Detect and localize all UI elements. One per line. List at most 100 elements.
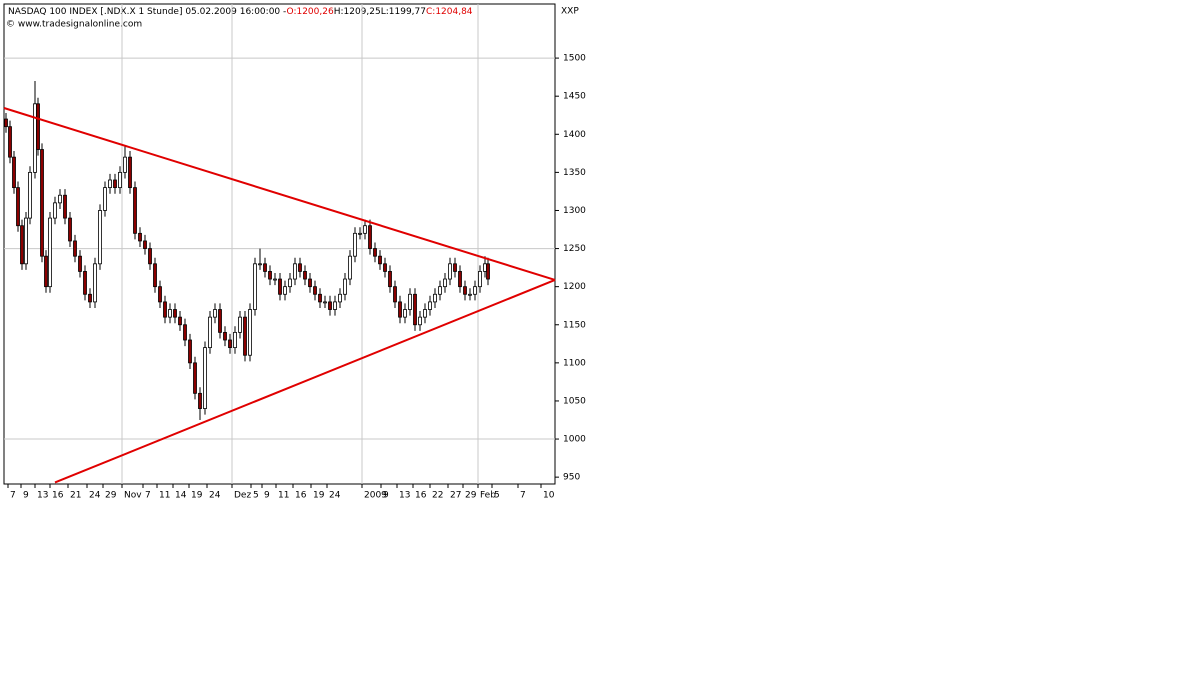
candle-body	[283, 286, 287, 295]
y-tick-label: 1250	[563, 244, 586, 254]
x-tick-label: Nov	[124, 491, 142, 501]
candle-body	[118, 171, 122, 189]
candle-body	[333, 301, 337, 310]
x-tick-label: 9	[23, 491, 29, 501]
candle-body	[163, 301, 167, 318]
candle-body	[423, 309, 427, 318]
x-tick-label: 7	[145, 491, 151, 501]
x-tick-label: 16	[295, 491, 307, 501]
candle-body	[183, 324, 187, 341]
candle-body	[478, 271, 482, 288]
candle-body	[273, 278, 277, 281]
y-axis-label: XXP	[561, 7, 579, 17]
candle-body	[483, 263, 487, 272]
candle-body	[413, 293, 417, 326]
candle-body	[248, 309, 252, 356]
candle-body	[44, 255, 48, 288]
candle-body	[393, 286, 397, 303]
candle-body	[228, 339, 232, 349]
title-text: NASDAQ 100 INDEX [.NDX.X 1 Stunde] 05.02…	[8, 7, 287, 17]
candle-body	[73, 240, 77, 257]
candle-body	[388, 271, 392, 288]
x-tick-label: 9	[383, 491, 389, 501]
y-tick-label: 1100	[563, 358, 586, 368]
candle-body	[138, 232, 142, 242]
candle-body	[48, 217, 52, 288]
trendline	[3, 107, 556, 281]
source-note: © www.tradesignalonline.com	[6, 20, 142, 30]
candle-body	[143, 240, 147, 249]
candle-body	[153, 263, 157, 288]
y-tick-label: 1200	[563, 282, 586, 292]
ohlc-label: H:1209,25	[334, 7, 381, 17]
candle-body	[403, 309, 407, 318]
candle-body	[188, 339, 192, 364]
candle-body	[203, 347, 207, 409]
x-tick-label: 24	[329, 491, 341, 501]
chart-title: NASDAQ 100 INDEX [.NDX.X 1 Stunde] 05.02…	[8, 7, 473, 17]
candle-body	[98, 210, 102, 265]
candle-body	[383, 263, 387, 272]
candle-body	[408, 293, 412, 310]
grid	[4, 4, 555, 484]
trendline	[54, 279, 556, 484]
candle-body	[486, 263, 490, 280]
x-tick-label: 29	[465, 491, 477, 501]
x-tick-label: 5	[253, 491, 259, 501]
x-tick-label: 16	[415, 491, 427, 501]
candle-body	[453, 263, 457, 272]
x-tick-label: Dez	[234, 491, 251, 501]
candle-body	[303, 271, 307, 280]
candle-body	[243, 316, 247, 356]
candle-body	[40, 149, 44, 257]
candle-body	[113, 179, 117, 189]
candle-body	[93, 263, 97, 303]
candle-body	[458, 271, 462, 288]
y-tick-label: 1000	[563, 435, 586, 445]
candle-body	[268, 271, 272, 280]
candle-body	[68, 217, 72, 242]
candle-body	[213, 309, 217, 318]
candle-body	[53, 202, 57, 219]
x-tick-label: 7	[10, 491, 16, 501]
x-tick-label: 22	[432, 491, 443, 501]
candle-body	[208, 316, 212, 349]
trendlines	[3, 107, 556, 484]
axes: 950 1000 1050 1100 1150 1200 1250 1300 1350 1400 1…	[7, 54, 586, 501]
x-tick-label: 24	[89, 491, 101, 501]
x-tick-label: 21	[70, 491, 81, 501]
x-tick-label: 24	[209, 491, 221, 501]
candle-body	[128, 156, 132, 189]
candle-body	[293, 263, 297, 280]
candle-body	[363, 225, 367, 234]
candle-body	[308, 278, 312, 288]
candle-body	[338, 293, 342, 303]
candle-body	[353, 232, 357, 257]
candle-body	[373, 248, 377, 257]
x-tick-label: 11	[278, 491, 289, 501]
candle-body	[238, 316, 242, 333]
x-tick-label: 2009	[364, 491, 387, 501]
candle-body	[313, 286, 317, 295]
candle-body	[83, 271, 87, 295]
candle-body	[198, 392, 202, 409]
candle-body	[33, 103, 37, 173]
candle-body	[323, 301, 327, 304]
candle-body	[133, 187, 137, 234]
candle-body	[473, 286, 477, 295]
candle-body	[58, 194, 62, 204]
candle-body	[358, 232, 362, 235]
x-tick-label: 10	[543, 491, 555, 501]
candle-body	[218, 309, 222, 333]
candle-body	[168, 309, 172, 318]
x-tick-label: 5	[494, 491, 500, 501]
candle-body	[108, 179, 112, 189]
candle-body	[328, 301, 332, 310]
x-tick-label: 16	[52, 491, 64, 501]
x-tick-label: 29	[105, 491, 117, 501]
candle-body	[318, 293, 322, 303]
candle-body	[343, 278, 347, 295]
candle-body	[178, 316, 182, 326]
